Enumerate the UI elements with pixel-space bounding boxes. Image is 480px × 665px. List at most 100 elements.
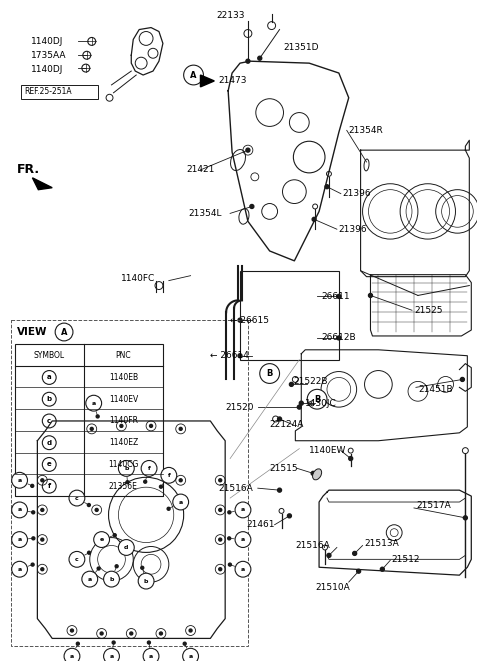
Circle shape [150, 424, 153, 428]
Text: VIEW: VIEW [17, 327, 47, 337]
Circle shape [42, 436, 56, 450]
Circle shape [369, 293, 372, 297]
Text: 21461: 21461 [246, 520, 275, 529]
Text: 21510A: 21510A [315, 583, 350, 592]
Circle shape [12, 532, 27, 547]
Circle shape [228, 511, 231, 514]
Circle shape [64, 648, 80, 664]
Circle shape [246, 59, 250, 63]
Bar [14, 344, 163, 496]
Circle shape [179, 479, 182, 481]
Text: a: a [179, 499, 183, 505]
Text: 21356E: 21356E [109, 481, 138, 491]
Text: 1140FC: 1140FC [121, 274, 156, 283]
Circle shape [250, 205, 254, 208]
Circle shape [353, 551, 357, 555]
Text: b: b [109, 577, 114, 582]
Text: REF.25-251A: REF.25-251A [24, 87, 72, 96]
Circle shape [337, 295, 341, 299]
Text: a: a [241, 507, 245, 513]
Polygon shape [33, 178, 52, 190]
Circle shape [183, 648, 199, 664]
Circle shape [87, 503, 90, 507]
Text: 21525: 21525 [414, 306, 443, 315]
Text: 26612B: 26612B [321, 333, 356, 342]
Text: 1430JC: 1430JC [305, 399, 337, 408]
Circle shape [297, 405, 301, 409]
Circle shape [69, 490, 85, 506]
Circle shape [41, 479, 44, 481]
Circle shape [161, 467, 177, 483]
Text: b: b [144, 579, 148, 584]
Circle shape [219, 479, 222, 481]
Text: a: a [17, 507, 22, 513]
Circle shape [94, 532, 109, 547]
Text: a: a [92, 401, 96, 406]
Circle shape [42, 392, 56, 406]
Circle shape [300, 401, 303, 405]
Circle shape [41, 538, 44, 541]
Circle shape [173, 494, 189, 510]
Circle shape [31, 563, 34, 566]
Text: SYMBOL: SYMBOL [34, 351, 65, 360]
Text: 1140EB: 1140EB [109, 373, 138, 382]
Circle shape [238, 318, 242, 322]
Text: b: b [47, 396, 52, 402]
Text: B: B [314, 395, 320, 404]
Text: 22124A: 22124A [270, 420, 304, 430]
Text: f: f [48, 483, 51, 489]
Text: 21451B: 21451B [418, 385, 453, 394]
Text: a: a [189, 654, 192, 659]
Circle shape [97, 567, 100, 570]
Text: 21473: 21473 [218, 76, 247, 85]
Text: 26611: 26611 [321, 292, 349, 301]
Circle shape [144, 480, 147, 483]
Circle shape [76, 642, 79, 645]
Circle shape [130, 632, 133, 635]
Circle shape [100, 632, 103, 635]
Circle shape [235, 561, 251, 577]
Circle shape [219, 509, 222, 511]
Text: a: a [241, 567, 245, 572]
Circle shape [357, 569, 360, 573]
Circle shape [277, 417, 281, 421]
Text: a: a [70, 654, 74, 659]
Circle shape [104, 648, 120, 664]
Text: A: A [61, 327, 67, 336]
Text: b: b [124, 466, 129, 471]
Text: 21421: 21421 [187, 166, 215, 174]
Text: 21522B: 21522B [293, 377, 328, 386]
Circle shape [189, 629, 192, 632]
Text: ← 26615: ← 26615 [230, 316, 269, 325]
Text: 21351D: 21351D [284, 43, 319, 52]
Text: a: a [109, 654, 114, 659]
Text: 1140CG: 1140CG [108, 460, 139, 469]
Circle shape [325, 185, 329, 189]
Circle shape [82, 571, 97, 587]
Text: 1140EZ: 1140EZ [109, 438, 138, 447]
Circle shape [71, 629, 73, 632]
Text: a: a [17, 537, 22, 542]
Text: a: a [47, 374, 51, 380]
Circle shape [32, 537, 35, 540]
Circle shape [96, 415, 99, 418]
Circle shape [246, 148, 250, 152]
Circle shape [32, 511, 35, 514]
Text: A: A [190, 70, 197, 80]
Circle shape [349, 457, 353, 460]
Text: 21354R: 21354R [349, 126, 384, 135]
Circle shape [120, 424, 123, 428]
Circle shape [159, 632, 162, 635]
Text: 1140EW: 1140EW [309, 446, 347, 455]
Circle shape [104, 571, 120, 587]
Circle shape [90, 428, 93, 430]
Text: 21396: 21396 [339, 225, 368, 233]
Circle shape [179, 428, 182, 430]
Circle shape [460, 378, 464, 382]
Text: a: a [241, 537, 245, 542]
Circle shape [288, 514, 291, 518]
Text: c: c [75, 495, 79, 501]
Text: 1140DJ: 1140DJ [30, 65, 63, 74]
Circle shape [31, 484, 34, 487]
Text: 1140FR: 1140FR [109, 416, 138, 426]
